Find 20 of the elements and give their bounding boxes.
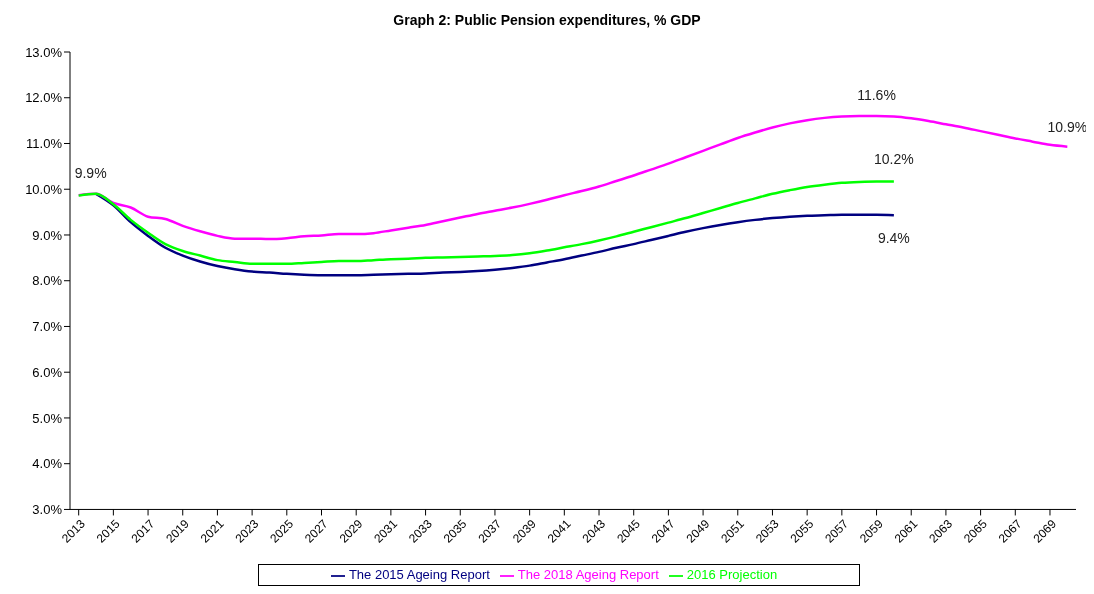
y-tick-label: 11.0% — [26, 136, 63, 152]
y-tick-label: 6.0% — [32, 364, 63, 380]
annotation: 11.6% — [857, 87, 896, 104]
y-tick-label: 5.0% — [32, 410, 63, 426]
y-tick-label: 13.0% — [25, 44, 63, 60]
y-tick-label: 4.0% — [32, 456, 63, 472]
y-tick-label: 7.0% — [32, 319, 63, 335]
y-tick-label: 3.0% — [32, 502, 63, 518]
y-tick-label: 9.0% — [32, 227, 63, 243]
legend-label: The 2015 Ageing Report — [348, 567, 490, 583]
y-tick-label: 8.0% — [32, 273, 63, 289]
legend-label: 2016 Projection — [686, 567, 778, 583]
y-tick-label: 10.0% — [25, 181, 63, 197]
annotation: 10.9% — [1047, 119, 1088, 136]
y-tick-label: 12.0% — [25, 90, 63, 106]
annotation: 10.2% — [874, 151, 914, 168]
legend-label: The 2018 Ageing Report — [517, 567, 659, 583]
chart-title: Graph 2: Public Pension expenditures, % GDP — [392, 11, 702, 30]
annotation: 9.4% — [877, 229, 910, 246]
annotation: 9.9% — [74, 164, 107, 181]
